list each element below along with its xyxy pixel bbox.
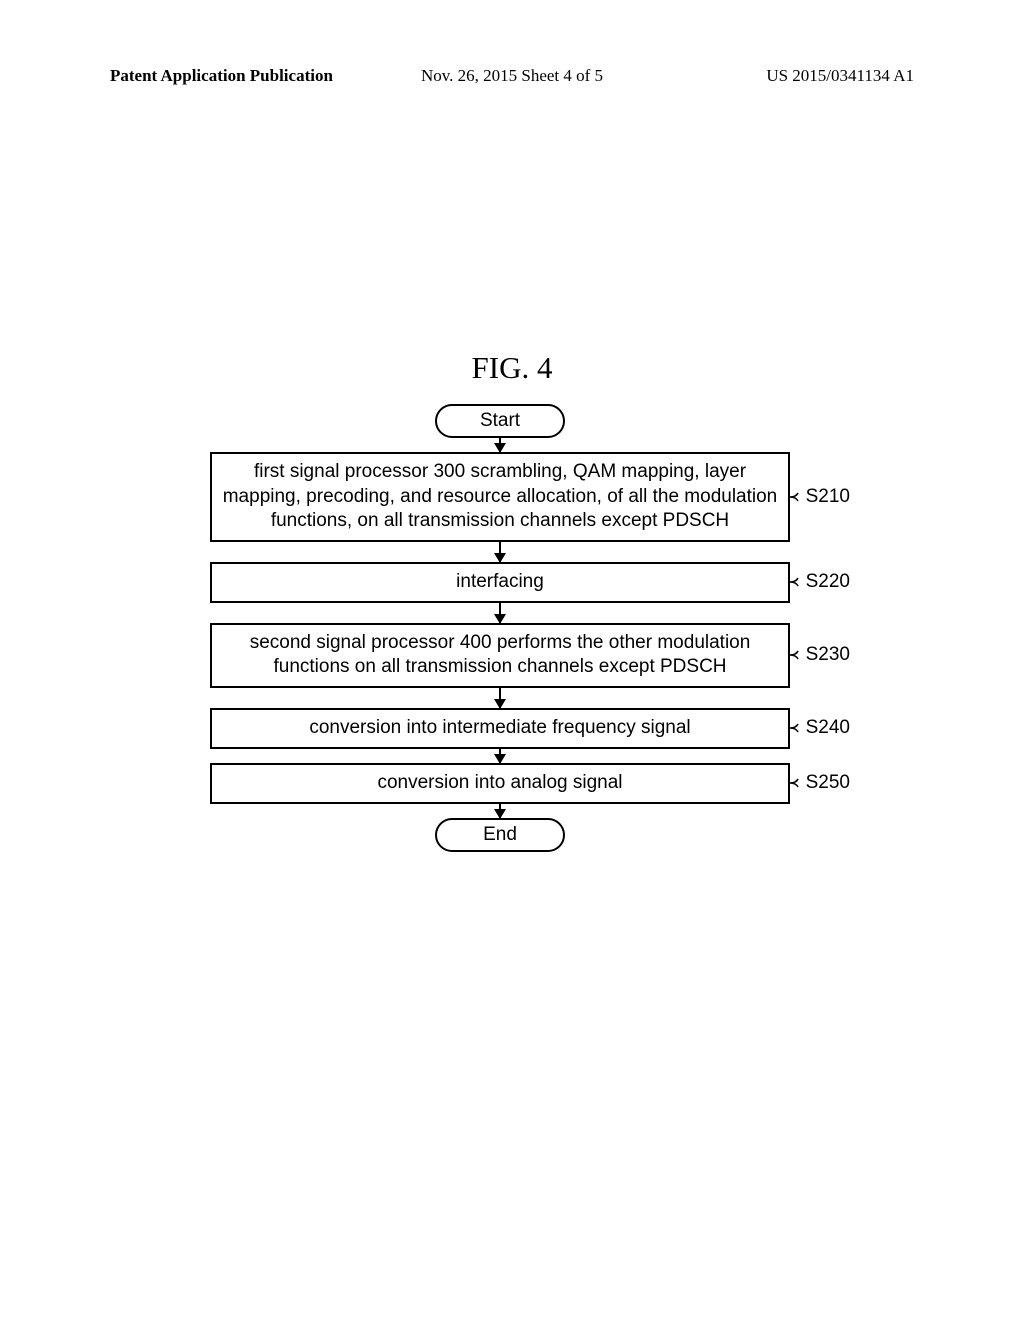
terminator-end: End bbox=[435, 818, 565, 852]
process-text: conversion into intermediate frequency s… bbox=[309, 716, 690, 741]
step-label: S230 bbox=[806, 644, 850, 666]
header-center: Nov. 26, 2015 Sheet 4 of 5 bbox=[421, 66, 603, 86]
process-text: second signal processor 400 performs the… bbox=[222, 631, 778, 680]
connector-line bbox=[790, 773, 806, 793]
process-box: conversion into intermediate frequency s… bbox=[210, 708, 790, 749]
step-s240: conversion into intermediate frequency s… bbox=[210, 708, 790, 749]
process-box: conversion into analog signal bbox=[210, 763, 790, 804]
connector-line bbox=[790, 572, 806, 592]
step-s250: conversion into analog signal S250 bbox=[210, 763, 790, 804]
arrow-icon bbox=[499, 749, 501, 763]
process-box: first signal processor 300 scrambling, Q… bbox=[210, 452, 790, 542]
step-s210: first signal processor 300 scrambling, Q… bbox=[210, 452, 790, 542]
process-box: interfacing bbox=[210, 562, 790, 603]
terminator-start-label: Start bbox=[480, 410, 520, 432]
terminator-start: Start bbox=[435, 404, 565, 438]
figure-title: FIG. 4 bbox=[472, 350, 553, 386]
page-header: Patent Application Publication Nov. 26, … bbox=[0, 66, 1024, 86]
step-label: S220 bbox=[806, 571, 850, 593]
connector-line bbox=[790, 645, 806, 665]
arrow-icon bbox=[499, 688, 501, 708]
arrow-icon bbox=[499, 804, 501, 818]
flowchart: Start first signal processor 300 scrambl… bbox=[210, 404, 790, 852]
header-right: US 2015/0341134 A1 bbox=[766, 66, 914, 86]
arrow-icon bbox=[499, 438, 501, 452]
arrow-icon bbox=[499, 603, 501, 623]
step-label: S250 bbox=[806, 772, 850, 794]
step-label: S210 bbox=[806, 486, 850, 508]
process-box: second signal processor 400 performs the… bbox=[210, 623, 790, 688]
arrow-icon bbox=[499, 542, 501, 562]
process-text: interfacing bbox=[456, 570, 544, 595]
step-s230: second signal processor 400 performs the… bbox=[210, 623, 790, 688]
process-text: first signal processor 300 scrambling, Q… bbox=[222, 460, 778, 534]
step-s220: interfacing S220 bbox=[210, 562, 790, 603]
terminator-end-label: End bbox=[483, 824, 517, 846]
connector-line bbox=[790, 487, 806, 507]
header-left: Patent Application Publication bbox=[110, 66, 333, 86]
connector-line bbox=[790, 718, 806, 738]
step-label: S240 bbox=[806, 717, 850, 739]
process-text: conversion into analog signal bbox=[377, 771, 622, 796]
